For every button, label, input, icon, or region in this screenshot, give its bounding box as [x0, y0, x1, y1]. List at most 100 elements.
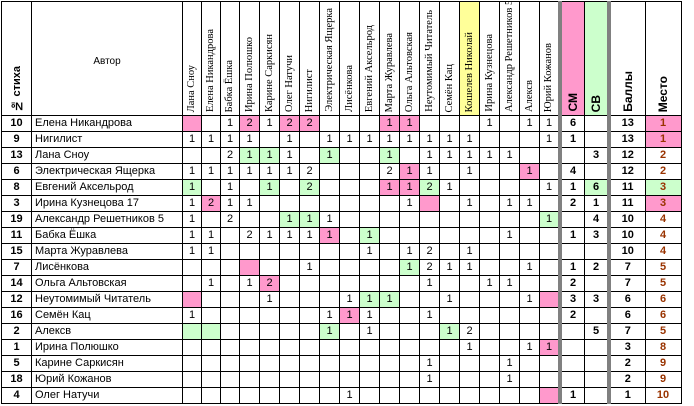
header-voter: Бабка Ёшка	[220, 1, 240, 116]
vote-cell: 1	[259, 179, 280, 196]
author-cell: Лисёнкова	[31, 259, 183, 276]
vote-cell	[379, 339, 400, 356]
vote-cell: 1	[419, 355, 440, 372]
vote-cell: 1	[539, 115, 561, 132]
vote-cell: 1	[519, 259, 540, 276]
vote-cell	[220, 355, 240, 372]
cm-cell: 2	[558, 195, 585, 212]
cm-cell: 4	[558, 163, 585, 180]
vote-cell: 1	[239, 147, 260, 164]
vote-cell: 1	[499, 227, 520, 244]
poem-number-cell: 4	[1, 387, 32, 404]
vote-cell	[201, 291, 221, 308]
cb-cell: 4	[584, 211, 610, 228]
vote-cell: 1	[459, 243, 480, 260]
vote-cell	[319, 291, 340, 308]
vote-cell	[279, 355, 300, 372]
vote-cell	[479, 371, 500, 388]
header-voter: Марта Журавлева	[379, 1, 400, 116]
vote-cell	[339, 195, 360, 212]
poem-number-cell: 8	[1, 179, 32, 196]
author-cell: Семён Кац	[31, 307, 183, 324]
cm-cell: 1	[558, 259, 585, 276]
vote-cell	[182, 115, 202, 132]
vote-cell: 1	[359, 131, 380, 148]
vote-cell	[182, 259, 202, 276]
vote-cell	[259, 339, 280, 356]
vote-cell	[439, 355, 460, 372]
vote-cell: 1	[419, 275, 440, 292]
vote-cell	[279, 339, 300, 356]
vote-cell: 1	[339, 307, 360, 324]
vote-cell	[439, 195, 460, 212]
score-cell: 11	[607, 179, 646, 196]
vote-cell	[299, 195, 320, 212]
vote-cell: 1	[539, 179, 561, 196]
vote-cell	[201, 371, 221, 388]
cm-cell: 1	[558, 179, 585, 196]
vote-cell	[479, 163, 500, 180]
vote-cell	[479, 179, 500, 196]
vote-cell	[259, 371, 280, 388]
poem-number-cell: 11	[1, 227, 32, 244]
author-cell: Алексв	[31, 323, 183, 340]
vote-cell	[499, 243, 520, 260]
vote-cell	[379, 195, 400, 212]
cb-cell: 6	[584, 179, 610, 196]
vote-cell	[220, 371, 240, 388]
cm-cell	[558, 339, 585, 356]
vote-cell	[319, 115, 340, 132]
poem-number-cell: 2	[1, 323, 32, 340]
vote-cell	[339, 163, 360, 180]
vote-cell: 1	[399, 163, 420, 180]
vote-cell	[359, 195, 380, 212]
vote-cell	[499, 387, 520, 404]
vote-cell: 1	[439, 323, 460, 340]
vote-cell: 1	[319, 147, 340, 164]
cb-cell: 3	[584, 227, 610, 244]
vote-cell	[359, 211, 380, 228]
vote-cell	[479, 355, 500, 372]
vote-cell: 1	[201, 243, 221, 260]
cm-cell	[558, 355, 585, 372]
vote-cell	[399, 147, 420, 164]
vote-cell: 1	[319, 131, 340, 148]
vote-cell	[319, 259, 340, 276]
vote-cell: 1	[239, 195, 260, 212]
vote-cell: 1	[319, 323, 340, 340]
vote-cell	[539, 387, 561, 404]
vote-cell	[299, 323, 320, 340]
cb-cell	[584, 243, 610, 260]
vote-cell	[201, 323, 221, 340]
vote-cell	[201, 307, 221, 324]
poem-number-cell: 16	[1, 307, 32, 324]
vote-cell	[499, 323, 520, 340]
vote-cell	[339, 179, 360, 196]
vote-cell	[182, 371, 202, 388]
table-row: 10 Елена Никандрова 1 2 1 2 2 1 1 1 1 1 6 13 1	[1, 115, 682, 132]
vote-cell	[539, 307, 561, 324]
vote-cell: 1	[339, 131, 360, 148]
vote-cell	[359, 387, 380, 404]
header-voter: Ольга Альтовская	[399, 1, 420, 116]
vote-cell	[201, 339, 221, 356]
score-cell: 2	[607, 355, 646, 372]
vote-cell	[439, 387, 460, 404]
vote-cell	[239, 387, 260, 404]
vote-cell	[379, 275, 400, 292]
vote-cell	[439, 371, 460, 388]
vote-cell: 1	[259, 291, 280, 308]
vote-cell	[239, 355, 260, 372]
author-cell: Ирина Полюшко	[31, 339, 183, 356]
vote-cell: 1	[259, 227, 280, 244]
vote-cell: 1	[379, 291, 400, 308]
vote-cell	[299, 307, 320, 324]
vote-cell: 1	[239, 275, 260, 292]
vote-cell	[359, 259, 380, 276]
vote-cell	[259, 355, 280, 372]
header-voter: Лана Сноу	[182, 1, 202, 116]
author-cell: Олег Натучи	[31, 387, 183, 404]
header-score: Баллы	[607, 1, 646, 116]
table-row: 13 Лана Сноу 2 1 1 1 1 1 1 1 1 1 1 3 12 2	[1, 147, 682, 164]
vote-cell: 1	[419, 147, 440, 164]
